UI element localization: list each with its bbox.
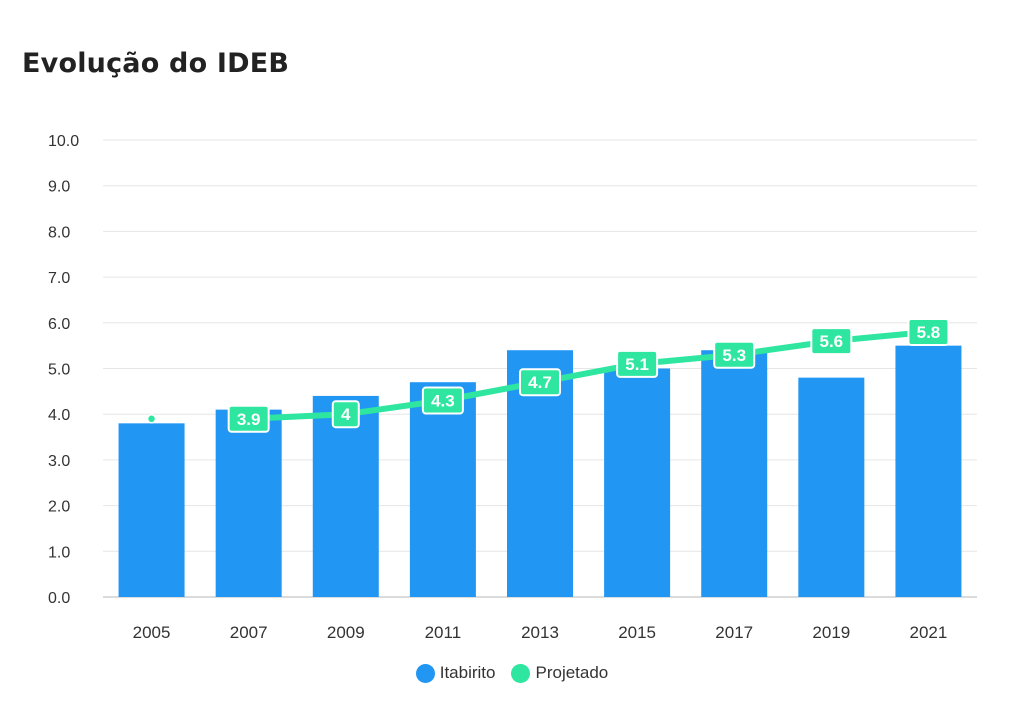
legend-item-itabirito[interactable]: Itabirito xyxy=(415,663,496,683)
legend-label-projetado: Projetado xyxy=(535,663,609,682)
bar[interactable] xyxy=(409,382,476,597)
data-label-box xyxy=(810,327,853,356)
legend-swatch-projetado xyxy=(511,663,531,683)
data-label-box xyxy=(331,400,360,429)
y-tick-label: 6.0 xyxy=(48,316,70,333)
y-tick-label: 1.0 xyxy=(48,544,70,561)
data-label-box xyxy=(227,404,270,433)
x-tick-label: 2005 xyxy=(133,623,171,642)
data-label: 4.3 xyxy=(431,391,455,410)
legend-item-projetado[interactable]: Projetado xyxy=(511,663,608,683)
data-label-box xyxy=(616,349,659,378)
legend-label-itabirito: Itabirito xyxy=(439,663,496,682)
bar[interactable] xyxy=(701,350,768,597)
x-tick-label: 2017 xyxy=(715,623,753,642)
bar[interactable] xyxy=(118,423,185,597)
y-tick-label: 7.0 xyxy=(48,270,70,287)
y-tick-label: 8.0 xyxy=(48,224,70,241)
y-tick-label: 3.0 xyxy=(48,453,70,470)
x-tick-label: 2013 xyxy=(521,623,559,642)
y-tick-label: 10.0 xyxy=(48,133,79,150)
data-label: 5.1 xyxy=(625,355,649,374)
x-tick-label: 2015 xyxy=(618,623,656,642)
data-label-box xyxy=(519,368,561,397)
line-point xyxy=(146,414,157,424)
data-label-box xyxy=(421,386,464,415)
y-tick-label: 9.0 xyxy=(48,179,70,196)
data-label: 4 xyxy=(341,405,351,424)
x-tick-label: 2011 xyxy=(425,623,462,642)
bar[interactable] xyxy=(312,395,379,597)
bar[interactable] xyxy=(215,409,282,597)
data-label: 5.8 xyxy=(917,323,941,342)
x-tick-label: 2009 xyxy=(327,623,365,642)
data-label: 3.9 xyxy=(237,410,261,429)
y-tick-label: 5.0 xyxy=(48,362,70,379)
y-tick-label: 4.0 xyxy=(48,407,70,424)
bar[interactable] xyxy=(604,368,671,598)
y-tick-label: 2.0 xyxy=(48,499,70,516)
chart-title: Evolução do IDEB xyxy=(22,48,290,79)
data-label-box xyxy=(907,317,950,346)
x-tick-label: 2021 xyxy=(910,623,948,642)
x-tick-label: 2019 xyxy=(812,623,850,642)
data-label: 4.7 xyxy=(528,373,552,392)
legend-swatch-itabirito xyxy=(415,663,435,683)
y-tick-label: 0.0 xyxy=(48,590,70,607)
bar[interactable] xyxy=(798,377,865,597)
chart-legend: Itabirito Projetado xyxy=(0,663,1024,683)
data-label-box xyxy=(713,340,756,369)
data-label: 5.6 xyxy=(820,332,844,351)
bar[interactable] xyxy=(895,345,962,597)
data-label: 5.3 xyxy=(722,346,746,365)
x-tick-label: 2007 xyxy=(230,623,268,642)
